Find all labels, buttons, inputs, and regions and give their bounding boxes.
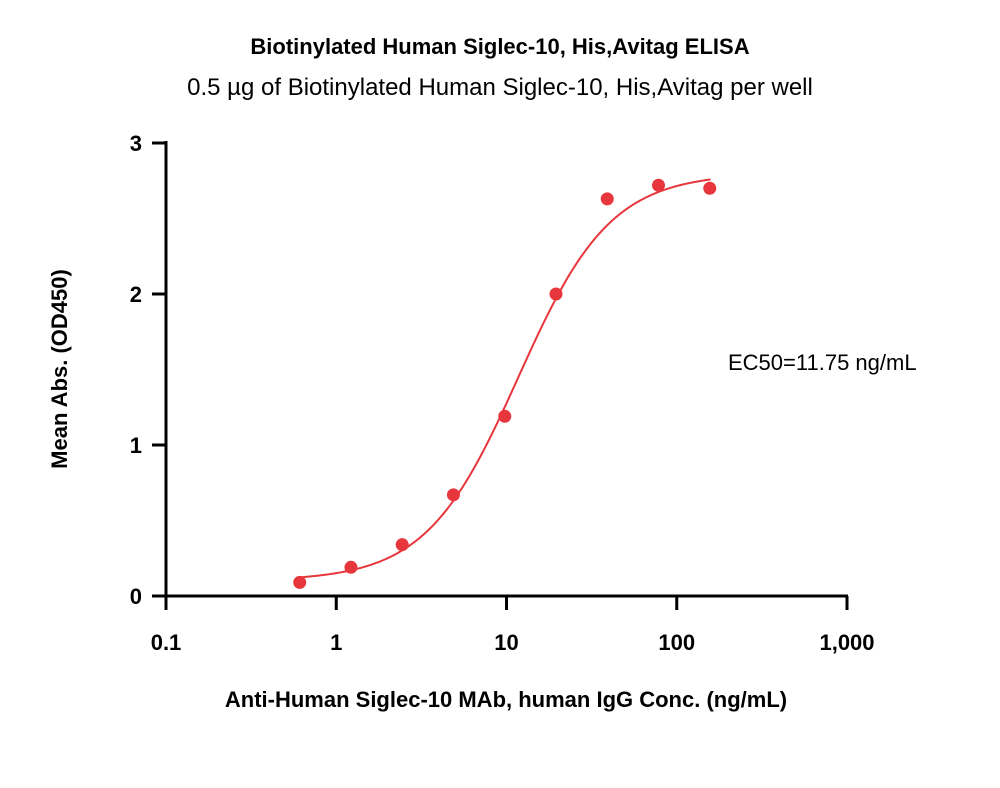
data-point [652, 178, 666, 192]
x-tick-label: 100 [658, 630, 695, 655]
data-point [549, 287, 563, 301]
x-axis-title: Anti-Human Siglec-10 MAb, human IgG Conc… [225, 687, 787, 712]
data-point [344, 560, 358, 574]
fit-curve [298, 178, 711, 579]
data-point [703, 181, 717, 195]
data-point [600, 192, 614, 206]
data-point [293, 575, 307, 589]
fit-curve-group [298, 178, 711, 579]
x-tick-label: 10 [494, 630, 518, 655]
data-point [395, 538, 409, 552]
x-tick-label: 1 [330, 630, 342, 655]
ec50-annotation: EC50=11.75 ng/mL [728, 350, 917, 375]
axis-ticks: 0 1 2 3 0.1 1 10 100 1,000 [130, 131, 875, 655]
y-tick-label: 3 [130, 131, 142, 156]
data-point [498, 409, 512, 423]
y-tick-label: 2 [130, 282, 142, 307]
y-axis-title: Mean Abs. (OD450) [47, 269, 72, 469]
x-tick-label: 0.1 [151, 630, 182, 655]
chart-title: Biotinylated Human Siglec-10, His,Avitag… [250, 34, 750, 59]
y-tick-label: 1 [130, 433, 142, 458]
x-tick-label: 1,000 [819, 630, 874, 655]
y-tick-label: 0 [130, 584, 142, 609]
data-points [293, 178, 717, 589]
data-point [446, 488, 460, 502]
chart-subtitle: 0.5 µg of Biotinylated Human Siglec-10, … [187, 74, 813, 101]
